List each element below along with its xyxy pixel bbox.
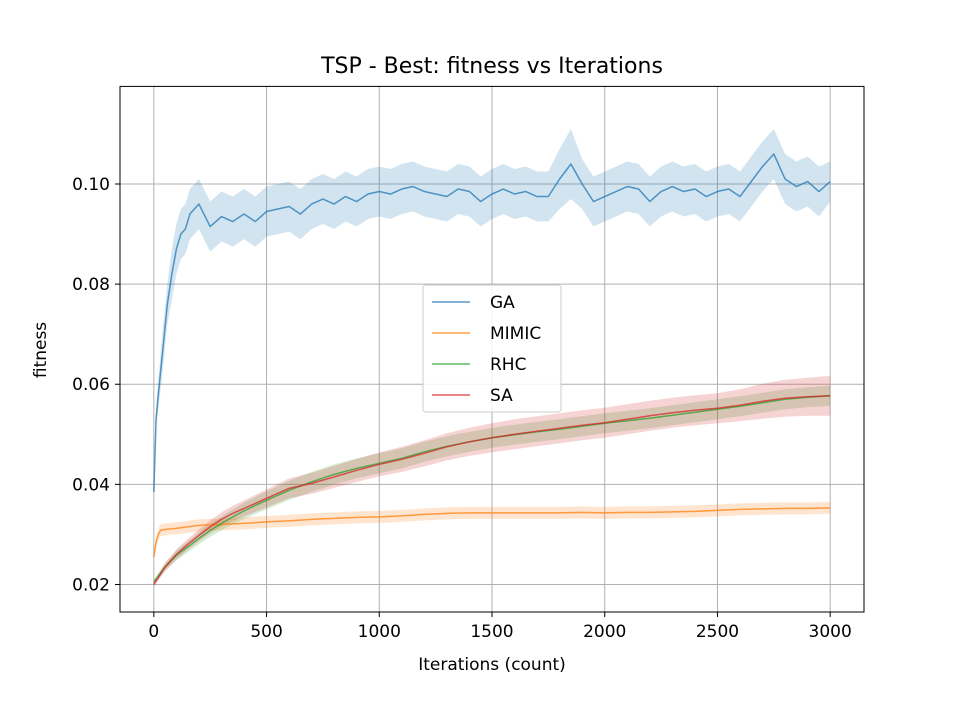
y-axis-ticks: 0.02 0.04 0.06 0.08 0.10 xyxy=(72,175,120,595)
legend-label-sa: SA xyxy=(490,386,513,406)
x-axis-ticks: 0 500 1000 1500 2000 2500 3000 xyxy=(148,612,852,642)
y-tick-label: 0.08 xyxy=(72,275,110,295)
y-axis-label: fitness xyxy=(31,322,51,378)
x-tick-label: 2000 xyxy=(583,622,626,642)
legend-label-mimic: MIMIC xyxy=(490,324,541,344)
y-tick-label: 0.04 xyxy=(72,475,110,495)
legend-label-ga: GA xyxy=(490,293,515,313)
sa-line xyxy=(153,395,831,585)
x-tick-label: 2500 xyxy=(696,622,739,642)
chart-title: TSP - Best: fitness vs Iterations xyxy=(320,54,663,79)
legend-frame xyxy=(422,284,562,413)
series-lines xyxy=(153,153,831,585)
confidence-bands xyxy=(153,128,831,587)
legend: GA MIMIC RHC SA xyxy=(422,284,562,413)
legend-label-rhc: RHC xyxy=(490,355,526,375)
y-tick-label: 0.10 xyxy=(72,175,110,195)
sa-confidence-band xyxy=(153,375,831,587)
ga-line xyxy=(153,153,831,492)
x-tick-label: 1500 xyxy=(470,622,513,642)
rhc-line xyxy=(153,395,831,583)
x-tick-label: 1000 xyxy=(358,622,401,642)
x-tick-label: 500 xyxy=(250,622,282,642)
ga-confidence-band xyxy=(153,128,831,497)
y-tick-label: 0.02 xyxy=(72,575,110,595)
mimic-line xyxy=(153,507,831,558)
y-tick-label: 0.06 xyxy=(72,375,110,395)
x-tick-label: 3000 xyxy=(809,622,852,642)
x-tick-label: 0 xyxy=(148,622,159,642)
x-axis-label: Iterations (count) xyxy=(418,655,566,675)
mimic-confidence-band xyxy=(153,501,831,561)
rhc-confidence-band xyxy=(153,385,831,585)
